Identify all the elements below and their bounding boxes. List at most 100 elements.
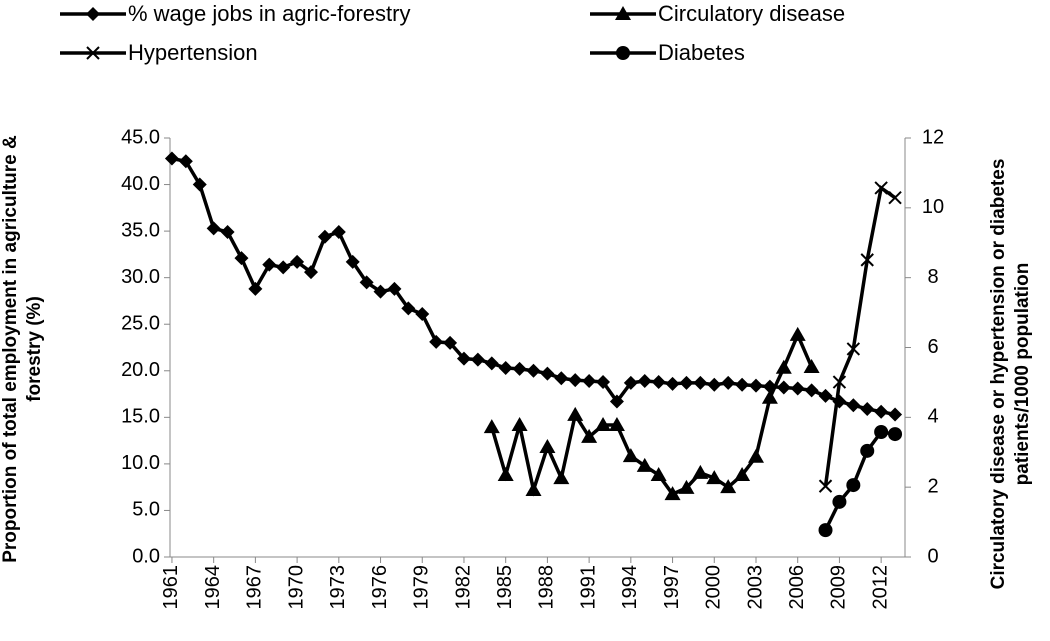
data-point <box>526 363 541 378</box>
data-point <box>512 361 527 376</box>
data-point <box>775 359 792 374</box>
y-tick-label: 10.0 <box>121 452 160 474</box>
data-point <box>846 342 861 356</box>
data-point <box>484 356 499 371</box>
y2-tick-label: 0 <box>927 545 938 567</box>
data-point <box>470 352 485 367</box>
data-point <box>511 417 528 432</box>
y-tick-label: 5.0 <box>132 499 160 521</box>
data-point <box>707 377 722 392</box>
data-point <box>262 257 277 272</box>
legend-marker <box>616 46 630 60</box>
data-point <box>748 378 763 393</box>
data-point <box>220 225 235 240</box>
y-tick-label: 40.0 <box>121 173 160 195</box>
data-point <box>846 478 861 493</box>
data-point <box>276 260 291 275</box>
y-tick-label: 35.0 <box>121 219 160 241</box>
data-point <box>234 251 249 266</box>
x-tick-label: 1991 <box>577 565 599 610</box>
data-point <box>581 428 598 443</box>
x-tick-label: 1970 <box>285 565 307 610</box>
data-point <box>373 284 388 299</box>
data-point <box>178 154 193 169</box>
y-tick-label: 30.0 <box>121 266 160 288</box>
data-point <box>874 404 889 419</box>
x-tick-label: 1982 <box>452 565 474 610</box>
data-point <box>567 406 584 421</box>
data-point <box>622 448 639 463</box>
data-point <box>429 334 444 349</box>
data-point <box>595 417 612 432</box>
y-tick-label: 25.0 <box>121 313 160 335</box>
data-point <box>874 424 889 439</box>
legend-marker <box>86 46 100 60</box>
data-point <box>803 359 820 374</box>
y-tick-label: 0.0 <box>132 545 160 567</box>
x-tick-label: 1997 <box>661 565 683 610</box>
x-tick-label: 2006 <box>786 565 808 610</box>
x-tick-label: 1985 <box>494 565 516 610</box>
data-point <box>846 398 861 413</box>
data-point <box>693 375 708 390</box>
data-point <box>888 407 903 422</box>
x-tick-label: 2003 <box>744 565 766 610</box>
data-point <box>553 470 570 485</box>
data-point <box>860 401 875 416</box>
data-point <box>818 523 833 538</box>
x-tick-label: 1988 <box>536 565 558 610</box>
x-tick-label: 1994 <box>619 565 641 610</box>
y-tick-label: 15.0 <box>121 406 160 428</box>
legend-label: Hypertension <box>128 40 258 65</box>
data-point <box>248 281 263 296</box>
x-tick-label: 1961 <box>160 565 182 610</box>
y-tick-label: 20.0 <box>121 359 160 381</box>
data-point <box>443 335 458 350</box>
data-point <box>636 457 653 472</box>
legend-marker <box>86 7 100 21</box>
y2-tick-label: 2 <box>927 475 938 497</box>
data-point <box>665 376 680 391</box>
series-line <box>823 184 897 487</box>
data-point <box>888 427 903 442</box>
x-tick-label: 1967 <box>244 565 266 610</box>
data-point <box>540 366 555 381</box>
data-point <box>498 360 513 375</box>
data-point <box>874 181 888 195</box>
data-point <box>790 381 805 396</box>
data-point <box>679 375 694 390</box>
data-point <box>860 253 874 267</box>
data-point <box>359 275 374 290</box>
y2-tick-label: 12 <box>922 126 944 148</box>
data-point <box>568 373 583 388</box>
data-point <box>206 221 221 236</box>
data-point <box>596 374 611 389</box>
x-tick-label: 1976 <box>369 565 391 610</box>
data-point <box>539 439 556 454</box>
data-point <box>832 494 847 509</box>
data-point <box>192 177 207 192</box>
data-point <box>678 479 695 494</box>
data-point <box>345 254 360 269</box>
data-point <box>554 371 569 386</box>
y2-tick-label: 6 <box>927 336 938 358</box>
data-point <box>609 394 624 409</box>
data-point <box>706 470 723 485</box>
data-point <box>789 326 806 341</box>
data-point <box>650 466 667 481</box>
data-point <box>761 389 778 404</box>
legend-label: % wage jobs in agric-forestry <box>128 1 410 26</box>
data-point <box>164 151 179 166</box>
y-axis-title: Proportion of total employment in agricu… <box>0 135 45 563</box>
data-point <box>804 383 819 398</box>
x-tick-label: 1979 <box>411 565 433 610</box>
y2-tick-label: 4 <box>927 406 938 428</box>
data-point <box>747 448 764 463</box>
data-point <box>692 464 709 479</box>
x-tick-label: 2009 <box>828 565 850 610</box>
data-point <box>497 466 514 481</box>
x-tick-label: 1964 <box>202 565 224 610</box>
x-tick-label: 1973 <box>327 565 349 610</box>
